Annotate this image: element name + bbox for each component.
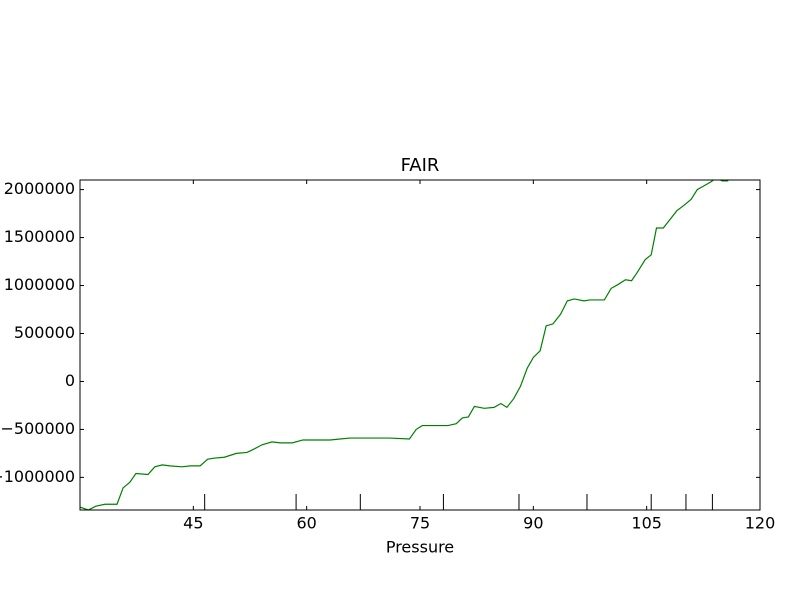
y-tick-label: 1000000 — [4, 275, 75, 294]
y-tick-label: −1000000 — [0, 467, 75, 486]
x-tick-label: 120 — [745, 514, 776, 533]
x-tick-label: 60 — [296, 514, 316, 533]
y-tick-label: 500000 — [14, 323, 75, 342]
y-tick-label: 2000000 — [4, 179, 75, 198]
x-tick-label: 45 — [183, 514, 203, 533]
plot-frame — [79, 179, 761, 511]
x-tick-label: 90 — [523, 514, 543, 533]
y-tick-label: 1500000 — [4, 227, 75, 246]
chart-title: FAIR — [401, 155, 440, 176]
x-axis-label: Pressure — [386, 538, 454, 557]
data-line — [80, 180, 729, 510]
y-tick-label: −500000 — [1, 419, 75, 438]
x-tick-label: 105 — [631, 514, 662, 533]
y-tick-label: 0 — [65, 371, 75, 390]
x-tick-label: 75 — [410, 514, 430, 533]
